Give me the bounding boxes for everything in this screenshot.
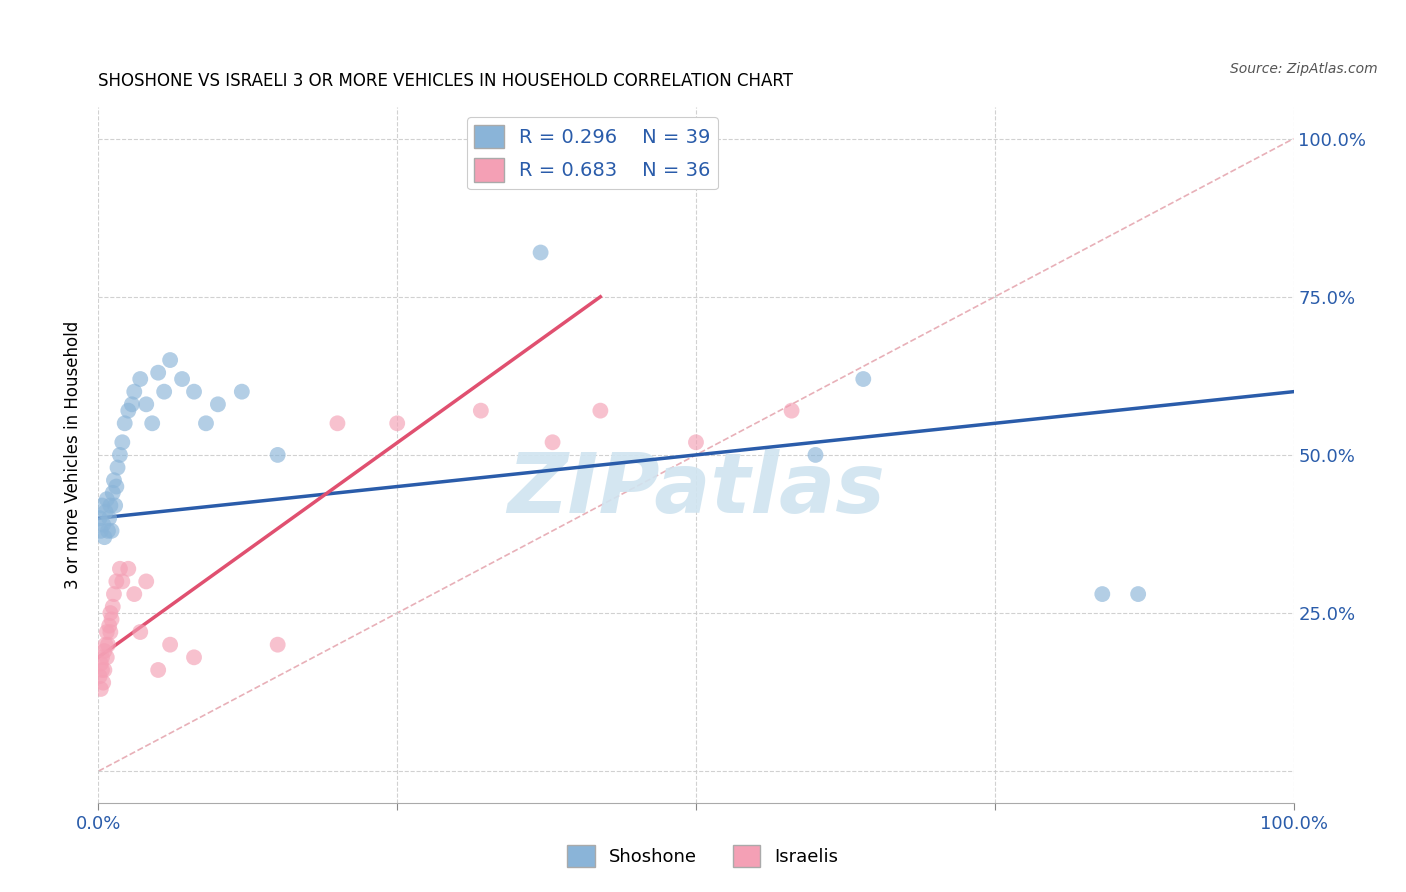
Point xyxy=(159,353,181,368)
Point xyxy=(195,417,218,431)
Legend: R = 0.296    N = 39, R = 0.683    N = 36: R = 0.296 N = 39, R = 0.683 N = 36 xyxy=(467,117,718,189)
Point xyxy=(114,417,136,431)
Point xyxy=(91,675,114,690)
Point xyxy=(124,384,146,399)
Point xyxy=(207,397,229,411)
Point xyxy=(1091,587,1114,601)
Point xyxy=(103,473,125,487)
Point xyxy=(124,587,146,601)
Point xyxy=(90,524,112,538)
Point xyxy=(108,562,131,576)
Point xyxy=(91,499,114,513)
Point xyxy=(94,505,117,519)
Point xyxy=(385,417,409,431)
Point xyxy=(148,663,170,677)
Point xyxy=(90,657,112,671)
Point xyxy=(117,403,139,417)
Legend: Shoshone, Israelis: Shoshone, Israelis xyxy=(560,838,846,874)
Point xyxy=(852,372,875,386)
Point xyxy=(104,499,127,513)
Point xyxy=(172,372,194,386)
Point xyxy=(97,524,120,538)
Point xyxy=(111,574,134,589)
Point xyxy=(780,403,803,417)
Point xyxy=(129,625,152,640)
Point xyxy=(117,562,139,576)
Point xyxy=(153,384,176,399)
Point xyxy=(89,669,111,683)
Point xyxy=(96,625,118,640)
Point xyxy=(96,492,118,507)
Point xyxy=(105,574,128,589)
Point xyxy=(98,618,121,632)
Point xyxy=(93,530,115,544)
Point xyxy=(326,417,349,431)
Point xyxy=(541,435,564,450)
Point xyxy=(91,517,114,532)
Point xyxy=(93,644,115,658)
Point xyxy=(108,448,131,462)
Point xyxy=(89,511,111,525)
Point xyxy=(105,479,128,493)
Point xyxy=(96,650,118,665)
Point xyxy=(1128,587,1150,601)
Point xyxy=(101,599,124,614)
Point xyxy=(159,638,181,652)
Text: ZIPatlas: ZIPatlas xyxy=(508,450,884,530)
Point xyxy=(94,638,117,652)
Point xyxy=(589,403,612,417)
Point xyxy=(91,663,114,677)
Point xyxy=(267,448,290,462)
Y-axis label: 3 or more Vehicles in Household: 3 or more Vehicles in Household xyxy=(65,321,83,589)
Point xyxy=(98,606,122,620)
Point xyxy=(100,524,122,538)
Point xyxy=(267,638,290,652)
Point xyxy=(470,403,492,417)
Point xyxy=(111,435,134,450)
Point xyxy=(100,612,122,626)
Point xyxy=(103,587,125,601)
Point xyxy=(91,650,114,665)
Point xyxy=(148,366,170,380)
Point xyxy=(685,435,707,450)
Point xyxy=(183,384,205,399)
Text: SHOSHONE VS ISRAELI 3 OR MORE VEHICLES IN HOUSEHOLD CORRELATION CHART: SHOSHONE VS ISRAELI 3 OR MORE VEHICLES I… xyxy=(98,72,793,90)
Point xyxy=(107,460,129,475)
Point xyxy=(231,384,253,399)
Point xyxy=(141,417,163,431)
Text: Source: ZipAtlas.com: Source: ZipAtlas.com xyxy=(1230,62,1378,77)
Point xyxy=(121,397,143,411)
Point xyxy=(135,397,157,411)
Point xyxy=(90,681,112,696)
Point xyxy=(530,245,553,260)
Point xyxy=(129,372,152,386)
Point xyxy=(101,486,124,500)
Point xyxy=(98,499,122,513)
Point xyxy=(804,448,827,462)
Point xyxy=(93,663,115,677)
Point xyxy=(135,574,157,589)
Point xyxy=(98,511,121,525)
Point xyxy=(97,638,120,652)
Point xyxy=(183,650,205,665)
Point xyxy=(98,625,122,640)
